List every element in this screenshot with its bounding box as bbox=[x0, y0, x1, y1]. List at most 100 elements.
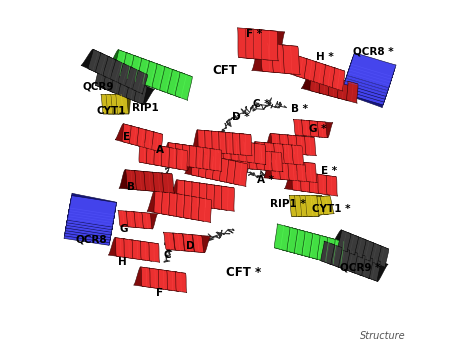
Polygon shape bbox=[119, 170, 136, 189]
Polygon shape bbox=[253, 29, 271, 60]
Polygon shape bbox=[248, 142, 265, 161]
Polygon shape bbox=[185, 182, 204, 206]
Polygon shape bbox=[263, 44, 286, 73]
Polygon shape bbox=[141, 213, 153, 229]
Text: C *: C * bbox=[253, 99, 269, 109]
Polygon shape bbox=[168, 143, 180, 165]
Polygon shape bbox=[190, 146, 208, 168]
Polygon shape bbox=[346, 233, 358, 255]
Polygon shape bbox=[127, 83, 147, 102]
Text: QCR8 *: QCR8 * bbox=[353, 46, 393, 57]
Polygon shape bbox=[320, 238, 342, 263]
Polygon shape bbox=[352, 255, 373, 276]
Polygon shape bbox=[144, 213, 158, 229]
Polygon shape bbox=[68, 193, 117, 227]
Polygon shape bbox=[332, 68, 345, 91]
Polygon shape bbox=[341, 70, 390, 108]
Polygon shape bbox=[274, 226, 297, 251]
Polygon shape bbox=[297, 232, 320, 257]
Polygon shape bbox=[301, 71, 321, 91]
Polygon shape bbox=[290, 228, 305, 255]
Polygon shape bbox=[129, 58, 154, 83]
Polygon shape bbox=[145, 64, 169, 89]
Polygon shape bbox=[182, 234, 195, 252]
Polygon shape bbox=[89, 53, 110, 73]
Polygon shape bbox=[214, 185, 227, 210]
Polygon shape bbox=[261, 30, 279, 61]
Polygon shape bbox=[106, 50, 131, 75]
Polygon shape bbox=[337, 250, 357, 270]
Polygon shape bbox=[210, 149, 222, 171]
Text: E *: E * bbox=[321, 166, 337, 176]
Polygon shape bbox=[177, 195, 196, 219]
Polygon shape bbox=[276, 144, 292, 163]
Polygon shape bbox=[290, 136, 306, 154]
Polygon shape bbox=[344, 62, 393, 96]
Polygon shape bbox=[118, 63, 133, 87]
Polygon shape bbox=[137, 128, 148, 148]
Polygon shape bbox=[304, 121, 318, 136]
Polygon shape bbox=[108, 94, 121, 114]
Polygon shape bbox=[145, 61, 162, 89]
Polygon shape bbox=[160, 271, 177, 290]
Polygon shape bbox=[299, 162, 315, 182]
Polygon shape bbox=[119, 80, 139, 99]
Polygon shape bbox=[273, 152, 289, 172]
Polygon shape bbox=[96, 53, 110, 77]
Polygon shape bbox=[301, 173, 319, 193]
Text: F *: F * bbox=[246, 29, 262, 39]
Polygon shape bbox=[155, 146, 172, 166]
Polygon shape bbox=[304, 58, 317, 82]
Polygon shape bbox=[137, 130, 155, 148]
Polygon shape bbox=[65, 209, 114, 240]
Polygon shape bbox=[239, 134, 252, 156]
Polygon shape bbox=[352, 252, 365, 276]
Polygon shape bbox=[134, 212, 145, 228]
Polygon shape bbox=[175, 145, 193, 166]
Polygon shape bbox=[122, 55, 146, 81]
Polygon shape bbox=[197, 130, 210, 152]
Polygon shape bbox=[111, 63, 133, 84]
Polygon shape bbox=[213, 132, 230, 153]
Polygon shape bbox=[106, 94, 119, 114]
Text: CYT1: CYT1 bbox=[97, 106, 126, 116]
Polygon shape bbox=[207, 185, 227, 209]
Polygon shape bbox=[238, 141, 250, 163]
Polygon shape bbox=[246, 142, 258, 164]
Polygon shape bbox=[246, 29, 269, 59]
Polygon shape bbox=[327, 238, 343, 265]
Polygon shape bbox=[327, 240, 350, 265]
Polygon shape bbox=[177, 181, 197, 205]
Polygon shape bbox=[103, 70, 116, 92]
Polygon shape bbox=[191, 197, 211, 221]
Polygon shape bbox=[191, 196, 204, 221]
Text: Structure: Structure bbox=[360, 331, 405, 341]
Polygon shape bbox=[65, 209, 114, 243]
Polygon shape bbox=[168, 72, 192, 98]
Polygon shape bbox=[314, 64, 335, 85]
Text: QCR8: QCR8 bbox=[75, 234, 107, 244]
Polygon shape bbox=[200, 184, 219, 208]
Polygon shape bbox=[130, 128, 147, 146]
Polygon shape bbox=[258, 151, 273, 170]
Polygon shape bbox=[302, 195, 317, 216]
Polygon shape bbox=[300, 195, 314, 216]
Polygon shape bbox=[134, 171, 147, 191]
Polygon shape bbox=[267, 143, 283, 163]
Polygon shape bbox=[294, 195, 309, 216]
Polygon shape bbox=[309, 173, 320, 194]
Polygon shape bbox=[367, 258, 381, 281]
Polygon shape bbox=[125, 240, 142, 259]
Polygon shape bbox=[347, 53, 396, 88]
Polygon shape bbox=[262, 31, 285, 61]
Polygon shape bbox=[134, 83, 147, 105]
Polygon shape bbox=[331, 230, 350, 249]
Polygon shape bbox=[153, 172, 166, 192]
Polygon shape bbox=[317, 174, 329, 195]
Polygon shape bbox=[199, 183, 212, 208]
Polygon shape bbox=[163, 232, 176, 250]
Polygon shape bbox=[132, 240, 143, 260]
Polygon shape bbox=[335, 242, 357, 268]
Polygon shape bbox=[281, 161, 297, 180]
Polygon shape bbox=[65, 206, 115, 238]
